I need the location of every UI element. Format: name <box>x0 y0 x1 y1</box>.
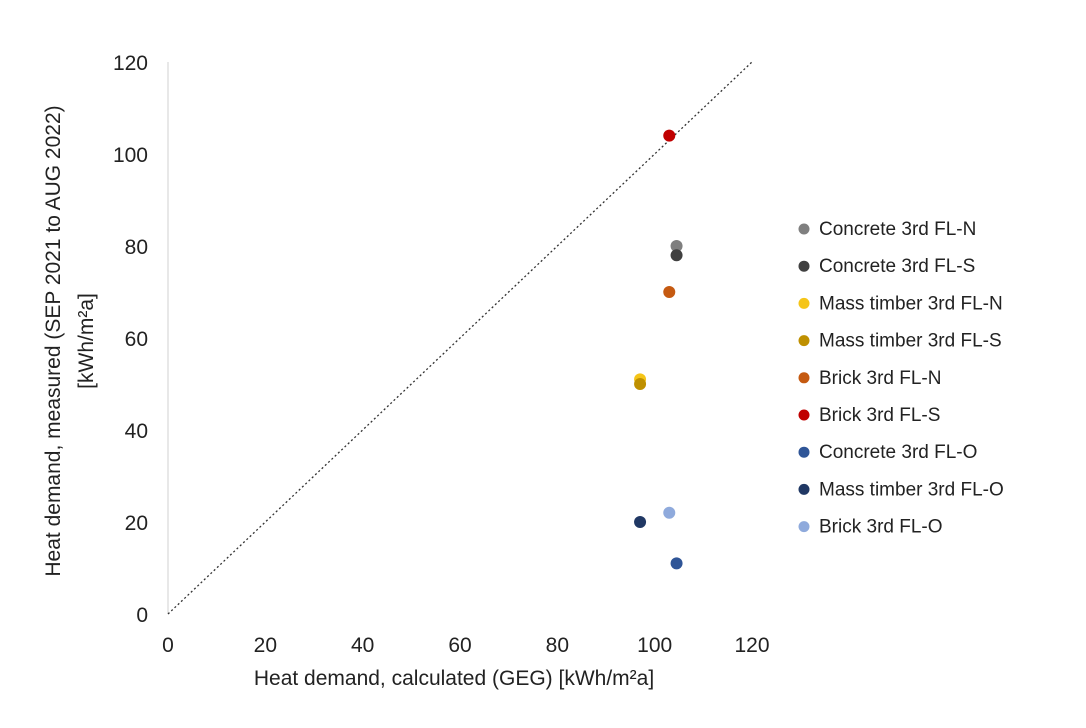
legend-marker <box>798 372 810 384</box>
y-tick-label: 80 <box>125 236 148 259</box>
x-tick-label: 80 <box>546 634 569 657</box>
legend-label: Concrete 3rd FL-N <box>819 219 976 240</box>
x-tick-label: 20 <box>254 634 277 657</box>
legend-marker <box>798 446 810 458</box>
legend-marker <box>798 297 810 309</box>
y-axis-title-unit: [kWh/m²a] <box>75 293 98 389</box>
y-tick-label: 60 <box>125 328 148 351</box>
x-tick-label: 120 <box>734 634 769 657</box>
x-tick-label: 60 <box>448 634 471 657</box>
legend: Concrete 3rd FL-N Concrete 3rd FL-S Mass t… <box>798 219 1004 538</box>
y-tick-label: 40 <box>125 420 148 443</box>
legend-label: Brick 3rd FL-O <box>819 517 943 538</box>
legend-label: Concrete 3rd FL-O <box>819 442 977 463</box>
y-axis-title-group: Heat demand, measured (SEP 2021 to AUG 2… <box>42 105 98 576</box>
legend-label: Mass timber 3rd FL-N <box>819 293 1003 314</box>
y-tick-label: 20 <box>125 512 148 535</box>
legend-label: Mass timber 3rd FL-S <box>819 331 1002 352</box>
x-axis-ticks: 0 20 40 60 80 100 120 <box>162 634 769 657</box>
y-tick-label: 0 <box>136 604 148 627</box>
legend-label: Concrete 3rd FL-S <box>819 256 975 277</box>
legend-label: Brick 3rd FL-S <box>819 405 940 426</box>
data-point <box>634 378 647 390</box>
data-point <box>663 286 676 298</box>
x-tick-label: 40 <box>351 634 374 657</box>
legend-marker <box>798 335 810 347</box>
legend-label: Brick 3rd FL-N <box>819 368 941 389</box>
data-point <box>634 516 647 528</box>
x-tick-label: 100 <box>637 634 672 657</box>
points-layer <box>634 129 683 570</box>
legend-marker <box>798 260 810 272</box>
reference-line <box>167 61 753 615</box>
data-point <box>670 240 683 252</box>
y-tick-label: 100 <box>113 144 148 167</box>
plot-area <box>167 61 753 615</box>
y-axis-title: Heat demand, measured (SEP 2021 to AUG 2… <box>42 105 65 576</box>
legend-marker <box>798 223 810 235</box>
data-point <box>663 129 676 142</box>
legend-marker <box>798 483 810 495</box>
data-point <box>663 506 676 519</box>
y-axis-ticks: 0 20 40 60 80 100 120 <box>113 52 148 627</box>
legend-marker <box>798 409 810 421</box>
y-tick-label: 120 <box>113 52 148 75</box>
data-point <box>670 249 683 262</box>
legend-marker <box>798 521 810 533</box>
x-axis-title: Heat demand, calculated (GEG) [kWh/m²a] <box>254 667 654 690</box>
data-point <box>670 557 683 570</box>
legend-label: Mass timber 3rd FL-O <box>819 479 1004 500</box>
x-tick-label: 0 <box>162 634 174 657</box>
